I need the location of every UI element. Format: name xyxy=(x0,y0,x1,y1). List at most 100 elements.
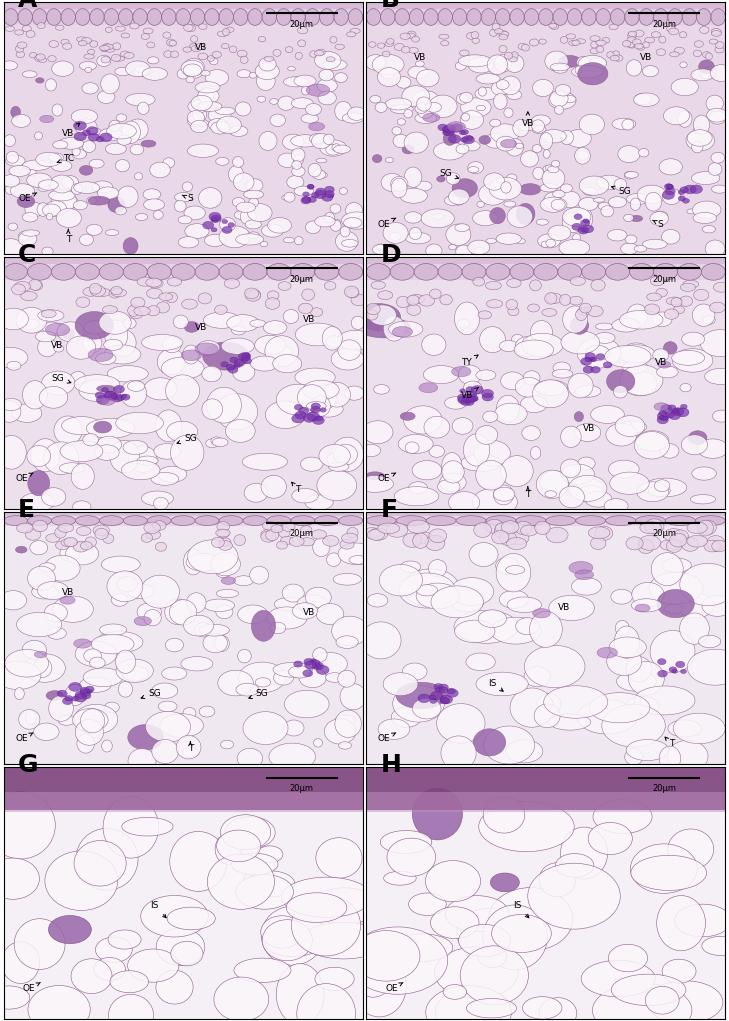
Ellipse shape xyxy=(49,695,74,721)
Ellipse shape xyxy=(537,470,569,498)
Ellipse shape xyxy=(52,61,74,77)
Ellipse shape xyxy=(635,604,650,612)
Ellipse shape xyxy=(425,535,445,550)
Ellipse shape xyxy=(15,687,24,699)
Text: OE: OE xyxy=(23,982,40,993)
Ellipse shape xyxy=(659,158,682,175)
Ellipse shape xyxy=(458,320,469,328)
Ellipse shape xyxy=(71,464,94,489)
Ellipse shape xyxy=(352,930,420,981)
Ellipse shape xyxy=(63,43,71,49)
Ellipse shape xyxy=(202,367,222,382)
Ellipse shape xyxy=(219,9,233,26)
Ellipse shape xyxy=(660,444,679,458)
Ellipse shape xyxy=(524,667,550,687)
Ellipse shape xyxy=(478,945,507,968)
Ellipse shape xyxy=(486,263,510,280)
Ellipse shape xyxy=(413,698,441,719)
Ellipse shape xyxy=(545,51,568,71)
Ellipse shape xyxy=(6,155,25,166)
Ellipse shape xyxy=(620,310,663,329)
Ellipse shape xyxy=(442,460,464,483)
Ellipse shape xyxy=(553,190,565,198)
Ellipse shape xyxy=(102,0,106,2)
Ellipse shape xyxy=(408,66,429,79)
Ellipse shape xyxy=(114,67,131,76)
Ellipse shape xyxy=(144,199,165,210)
Ellipse shape xyxy=(558,263,582,280)
Ellipse shape xyxy=(541,130,566,143)
Ellipse shape xyxy=(84,321,106,334)
Ellipse shape xyxy=(37,582,69,599)
Ellipse shape xyxy=(187,593,206,613)
Ellipse shape xyxy=(190,9,205,26)
Ellipse shape xyxy=(350,0,353,2)
Ellipse shape xyxy=(679,613,709,644)
Ellipse shape xyxy=(26,31,35,38)
Ellipse shape xyxy=(111,289,127,297)
Ellipse shape xyxy=(322,327,343,350)
Ellipse shape xyxy=(305,9,319,26)
Ellipse shape xyxy=(302,86,310,95)
Ellipse shape xyxy=(45,324,70,336)
Ellipse shape xyxy=(185,468,187,512)
Ellipse shape xyxy=(440,687,448,693)
Ellipse shape xyxy=(478,310,491,319)
Ellipse shape xyxy=(422,334,446,355)
Ellipse shape xyxy=(91,477,94,512)
Text: SG: SG xyxy=(612,186,631,196)
Ellipse shape xyxy=(424,9,438,26)
Ellipse shape xyxy=(392,327,413,337)
Ellipse shape xyxy=(582,9,596,26)
Ellipse shape xyxy=(416,585,437,596)
Ellipse shape xyxy=(195,44,204,50)
Ellipse shape xyxy=(228,367,238,374)
Ellipse shape xyxy=(97,436,122,453)
Ellipse shape xyxy=(555,105,564,114)
Ellipse shape xyxy=(217,830,261,862)
Ellipse shape xyxy=(324,186,335,193)
Ellipse shape xyxy=(475,426,498,444)
Ellipse shape xyxy=(432,213,444,220)
Ellipse shape xyxy=(451,367,471,377)
Ellipse shape xyxy=(2,0,7,2)
Ellipse shape xyxy=(628,662,664,695)
Ellipse shape xyxy=(243,263,267,280)
Ellipse shape xyxy=(580,220,590,227)
Ellipse shape xyxy=(562,212,584,233)
Ellipse shape xyxy=(419,383,438,393)
Ellipse shape xyxy=(17,42,27,48)
Ellipse shape xyxy=(410,9,424,26)
Ellipse shape xyxy=(523,371,540,385)
Ellipse shape xyxy=(105,321,128,350)
Ellipse shape xyxy=(308,185,313,189)
Ellipse shape xyxy=(128,725,163,750)
Ellipse shape xyxy=(459,366,481,384)
Ellipse shape xyxy=(235,102,251,116)
Ellipse shape xyxy=(90,9,104,26)
Ellipse shape xyxy=(183,58,205,79)
Ellipse shape xyxy=(60,441,103,461)
Ellipse shape xyxy=(273,663,312,677)
Ellipse shape xyxy=(634,245,647,252)
Ellipse shape xyxy=(499,31,507,38)
Ellipse shape xyxy=(276,964,324,1021)
Ellipse shape xyxy=(0,662,41,689)
Ellipse shape xyxy=(88,228,90,257)
Ellipse shape xyxy=(620,243,638,254)
Ellipse shape xyxy=(52,141,68,149)
Ellipse shape xyxy=(16,307,47,333)
Ellipse shape xyxy=(95,937,132,963)
Ellipse shape xyxy=(665,604,683,614)
Ellipse shape xyxy=(331,437,364,472)
Ellipse shape xyxy=(33,584,53,594)
Ellipse shape xyxy=(295,404,303,410)
Ellipse shape xyxy=(390,104,413,113)
Ellipse shape xyxy=(137,277,153,286)
Ellipse shape xyxy=(79,165,93,176)
Ellipse shape xyxy=(69,682,82,691)
Ellipse shape xyxy=(60,596,75,604)
Ellipse shape xyxy=(278,96,295,110)
Text: G: G xyxy=(18,752,39,777)
Ellipse shape xyxy=(563,306,588,333)
